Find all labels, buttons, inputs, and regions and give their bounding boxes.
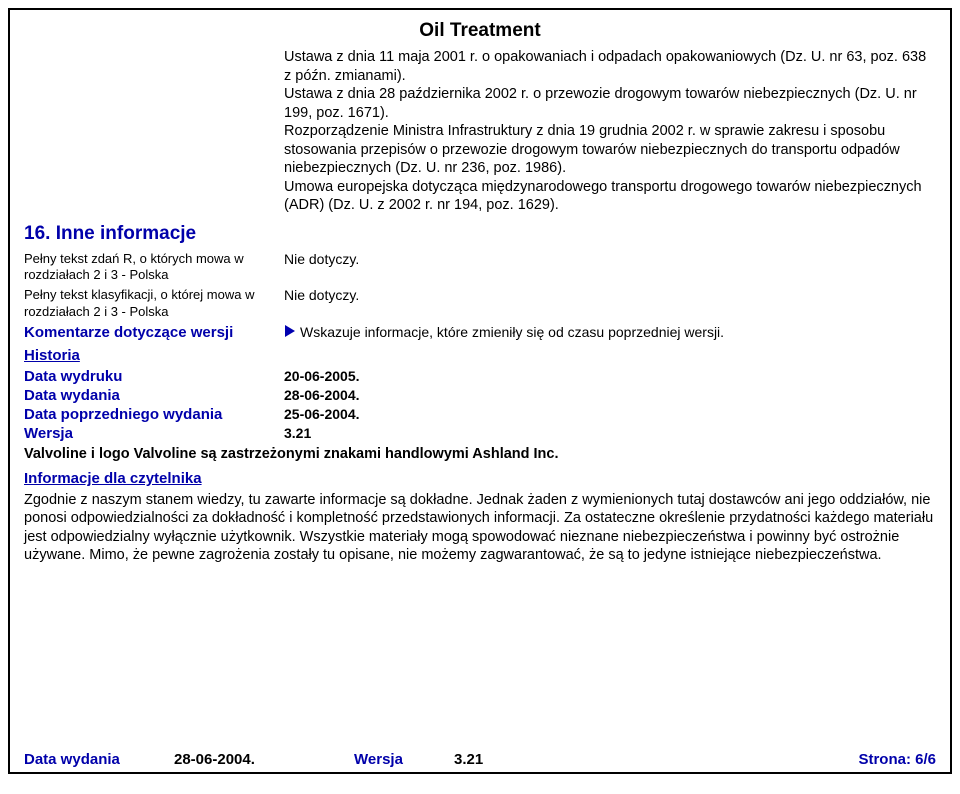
footer-date-label: Data wydania xyxy=(24,751,174,768)
history-value: 28-06-2004. xyxy=(284,387,360,404)
version-comments-text: Wskazuje informacje, które zmieniły się … xyxy=(300,324,724,340)
info-value: Nie dotyczy. xyxy=(284,251,936,284)
history-row: Data wydania 28-06-2004. xyxy=(24,387,936,404)
reference-line: Rozporządzenie Ministra Infrastruktury z… xyxy=(284,122,936,178)
version-comments-value: Wskazuje informacje, które zmieniły się … xyxy=(284,324,936,343)
reference-line: Ustawa z dnia 28 października 2002 r. o … xyxy=(284,85,936,122)
trademark-notice: Valvoline i logo Valvoline są zastrzeżon… xyxy=(24,446,936,462)
section-16-heading: 16. Inne informacje xyxy=(24,223,936,245)
document-title: Oil Treatment xyxy=(10,10,950,48)
info-value: Nie dotyczy. xyxy=(284,287,936,320)
history-label: Wersja xyxy=(24,425,284,442)
footer-date-value: 28-06-2004. xyxy=(174,751,354,768)
history-label: Data wydania xyxy=(24,387,284,404)
history-row: Wersja 3.21 xyxy=(24,425,936,442)
footer-version-value: 3.21 xyxy=(454,751,534,768)
page-frame: Oil Treatment Ustawa z dnia 11 maja 2001… xyxy=(8,8,952,774)
version-comments-row: Komentarze dotyczące wersji Wskazuje inf… xyxy=(24,324,936,343)
history-value: 25-06-2004. xyxy=(284,406,360,423)
history-value: 20-06-2005. xyxy=(284,368,360,385)
history-label: Data poprzedniego wydania xyxy=(24,406,284,423)
info-row: Pełny tekst zdań R, o których mowa w roz… xyxy=(24,251,936,284)
page-footer: Data wydania 28-06-2004. Wersja 3.21 Str… xyxy=(24,751,936,768)
history-row: Data poprzedniego wydania 25-06-2004. xyxy=(24,406,936,423)
reference-line: Ustawa z dnia 11 maja 2001 r. o opakowan… xyxy=(284,48,936,85)
content-area: Ustawa z dnia 11 maja 2001 r. o opakowan… xyxy=(10,48,950,565)
info-row: Pełny tekst klasyfikacji, o której mowa … xyxy=(24,287,936,320)
reference-line: Umowa europejska dotycząca międzynarodow… xyxy=(284,178,936,215)
history-heading: Historia xyxy=(24,347,936,364)
reader-info-body: Zgodnie z naszym stanem wiedzy, tu zawar… xyxy=(24,491,936,565)
info-label: Pełny tekst zdań R, o których mowa w roz… xyxy=(24,251,284,284)
reader-info-heading: Informacje dla czytelnika xyxy=(24,470,936,487)
history-row: Data wydruku 20-06-2005. xyxy=(24,368,936,385)
history-value: 3.21 xyxy=(284,425,311,442)
footer-version-label: Wersja xyxy=(354,751,454,768)
references-block: Ustawa z dnia 11 maja 2001 r. o opakowan… xyxy=(284,48,936,215)
info-label: Pełny tekst klasyfikacji, o której mowa … xyxy=(24,287,284,320)
history-label: Data wydruku xyxy=(24,368,284,385)
version-comments-label: Komentarze dotyczące wersji xyxy=(24,324,284,343)
change-marker-icon xyxy=(285,325,295,337)
footer-page-number: Strona: 6/6 xyxy=(534,751,936,768)
